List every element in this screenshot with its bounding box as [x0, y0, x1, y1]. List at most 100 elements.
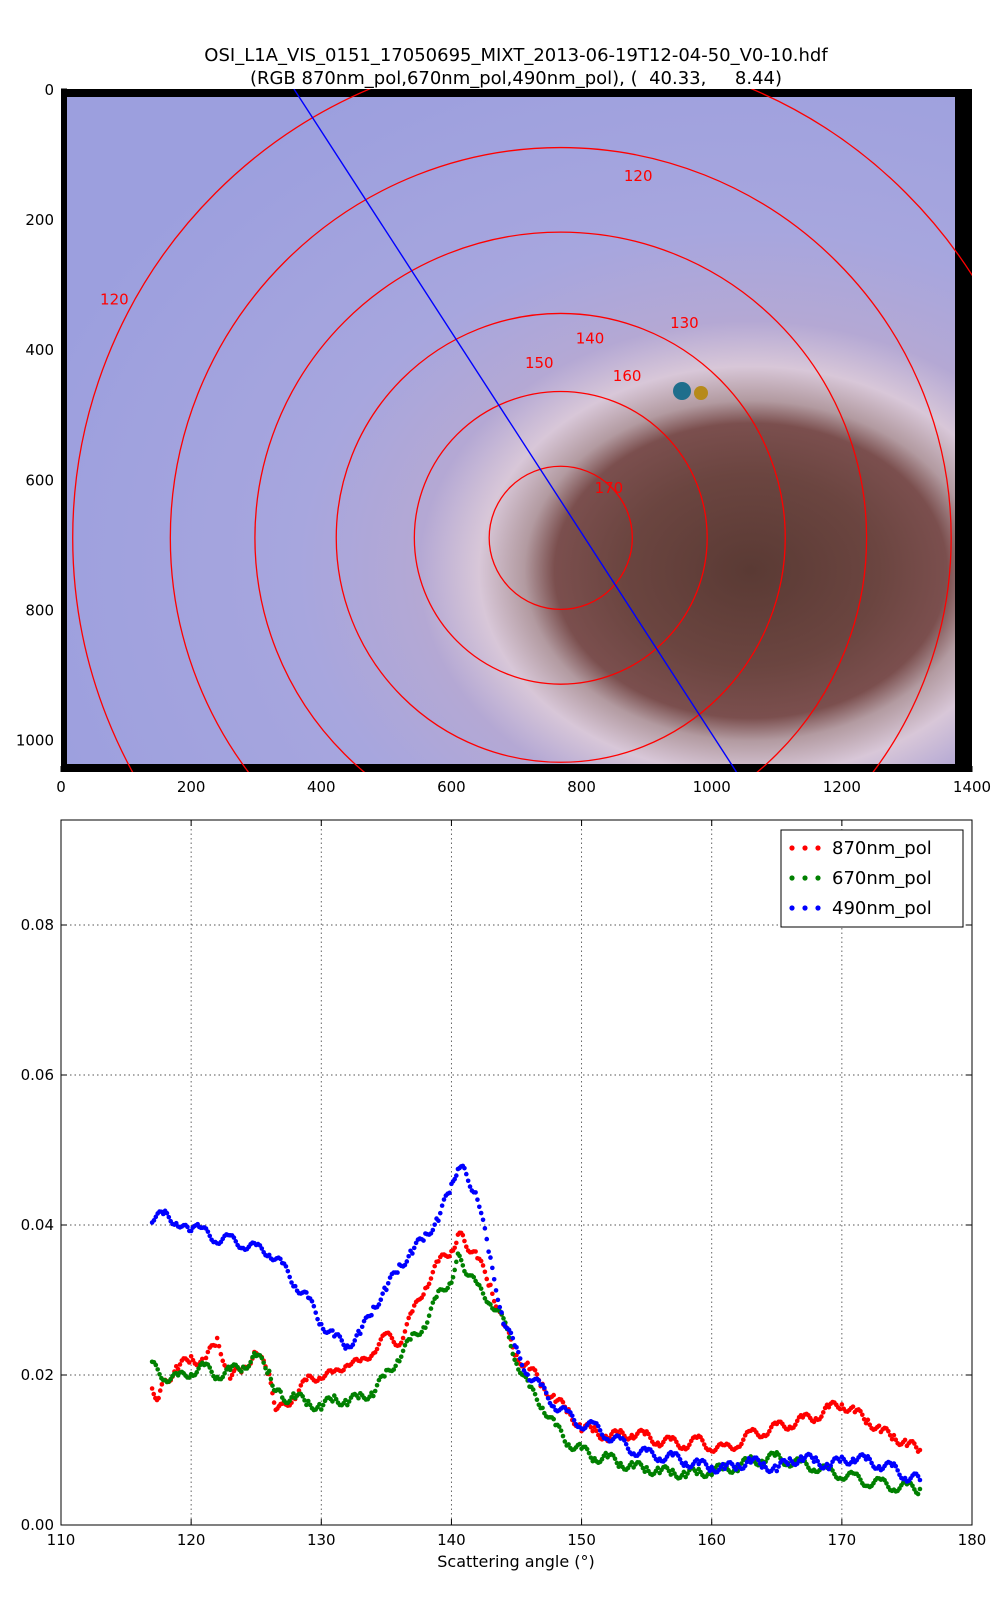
- data-point: [271, 1400, 277, 1405]
- data-point: [439, 1203, 445, 1208]
- data-point: [341, 1342, 346, 1348]
- data-point: [475, 1197, 480, 1202]
- data-point: [378, 1297, 384, 1302]
- data-point: [454, 1173, 459, 1178]
- data-point: [411, 1303, 417, 1308]
- data-point: [510, 1351, 516, 1357]
- data-point: [478, 1210, 484, 1216]
- data-point: [436, 1259, 441, 1264]
- data-point: [239, 1369, 244, 1374]
- data-point: [742, 1463, 748, 1469]
- data-point: [767, 1428, 772, 1434]
- data-point: [584, 1446, 590, 1452]
- data-point: [233, 1239, 239, 1244]
- data-point: [707, 1468, 713, 1474]
- data-point: [477, 1204, 482, 1210]
- data-point: [426, 1313, 432, 1319]
- data-point: [577, 1441, 583, 1447]
- sample-marker: [673, 382, 691, 400]
- data-point: [320, 1402, 326, 1408]
- data-point: [886, 1428, 891, 1434]
- x-tick-label: 160: [697, 1531, 726, 1549]
- data-point: [387, 1332, 393, 1337]
- data-point: [153, 1362, 159, 1368]
- image-y-tick-label: 400: [25, 341, 54, 359]
- data-point: [893, 1463, 899, 1469]
- data-point: [499, 1310, 504, 1315]
- data-point: [371, 1393, 376, 1399]
- data-point: [824, 1461, 830, 1467]
- legend-marker: [815, 905, 821, 911]
- x-tick-label: 110: [47, 1531, 76, 1549]
- plot-axes: 110 120 130 140 150 160 170 180 0.00 0.02 0.04 0.06…: [21, 820, 986, 1549]
- data-point: [402, 1329, 408, 1334]
- data-point: [477, 1282, 482, 1288]
- legend: 870nm_pol 670nm_pol 490nm_pol: [780, 829, 964, 928]
- data-point: [772, 1463, 778, 1468]
- data-point: [473, 1249, 478, 1254]
- data-point: [214, 1335, 220, 1341]
- data-point: [571, 1417, 577, 1423]
- transect-line: [293, 89, 738, 772]
- data-point: [638, 1462, 644, 1467]
- data-point: [309, 1298, 315, 1304]
- data-point: [622, 1438, 627, 1443]
- data-point: [850, 1404, 856, 1409]
- data-point: [540, 1405, 545, 1411]
- data-point: [186, 1375, 192, 1380]
- legend-label: 670nm_pol: [832, 868, 932, 889]
- data-point: [915, 1473, 921, 1479]
- data-point: [227, 1367, 233, 1373]
- legend-marker: [789, 875, 795, 881]
- data-point: [809, 1455, 815, 1461]
- data-point: [516, 1367, 521, 1372]
- grid-layer: [61, 820, 972, 1525]
- data-point: [149, 1386, 155, 1391]
- data-point: [694, 1471, 700, 1477]
- data-point: [229, 1372, 235, 1378]
- data-point: [220, 1374, 226, 1380]
- contour-ring-120: [72, 89, 972, 772]
- data-point: [398, 1354, 404, 1359]
- data-point: [616, 1464, 622, 1470]
- data-point: [207, 1365, 213, 1370]
- data-point: [352, 1338, 358, 1343]
- data-point: [486, 1249, 491, 1254]
- data-point: [285, 1268, 291, 1274]
- data-point: [655, 1440, 661, 1446]
- data-point: [683, 1474, 688, 1480]
- data-point: [304, 1377, 309, 1383]
- data-point: [491, 1298, 497, 1304]
- data-point: [720, 1461, 726, 1467]
- data-point: [709, 1464, 715, 1470]
- data-point: [506, 1335, 512, 1340]
- image-y-tick-label: 800: [25, 601, 54, 619]
- data-point: [765, 1455, 770, 1461]
- data-point: [374, 1346, 380, 1352]
- data-point: [408, 1337, 413, 1342]
- data-point: [508, 1343, 514, 1349]
- y-tick-label: 0.08: [21, 916, 54, 934]
- data-point: [454, 1240, 459, 1246]
- legend-marker: [802, 905, 808, 911]
- data-point: [376, 1341, 382, 1347]
- data-point: [473, 1190, 478, 1195]
- legend-marker: [815, 845, 821, 851]
- data-point: [917, 1447, 923, 1453]
- data-point: [156, 1395, 161, 1401]
- data-point: [159, 1382, 165, 1387]
- data-point: [250, 1354, 255, 1360]
- data-point: [668, 1472, 674, 1477]
- data-point: [514, 1345, 519, 1350]
- data-point: [194, 1370, 200, 1375]
- data-point: [895, 1468, 900, 1473]
- data-point: [910, 1483, 915, 1489]
- data-point: [421, 1238, 426, 1243]
- image-y-tick-label: 1000: [16, 731, 54, 749]
- data-point: [464, 1244, 469, 1249]
- data-point: [623, 1441, 629, 1447]
- data-point: [480, 1263, 486, 1268]
- data-point: [674, 1439, 679, 1445]
- data-point: [447, 1254, 452, 1259]
